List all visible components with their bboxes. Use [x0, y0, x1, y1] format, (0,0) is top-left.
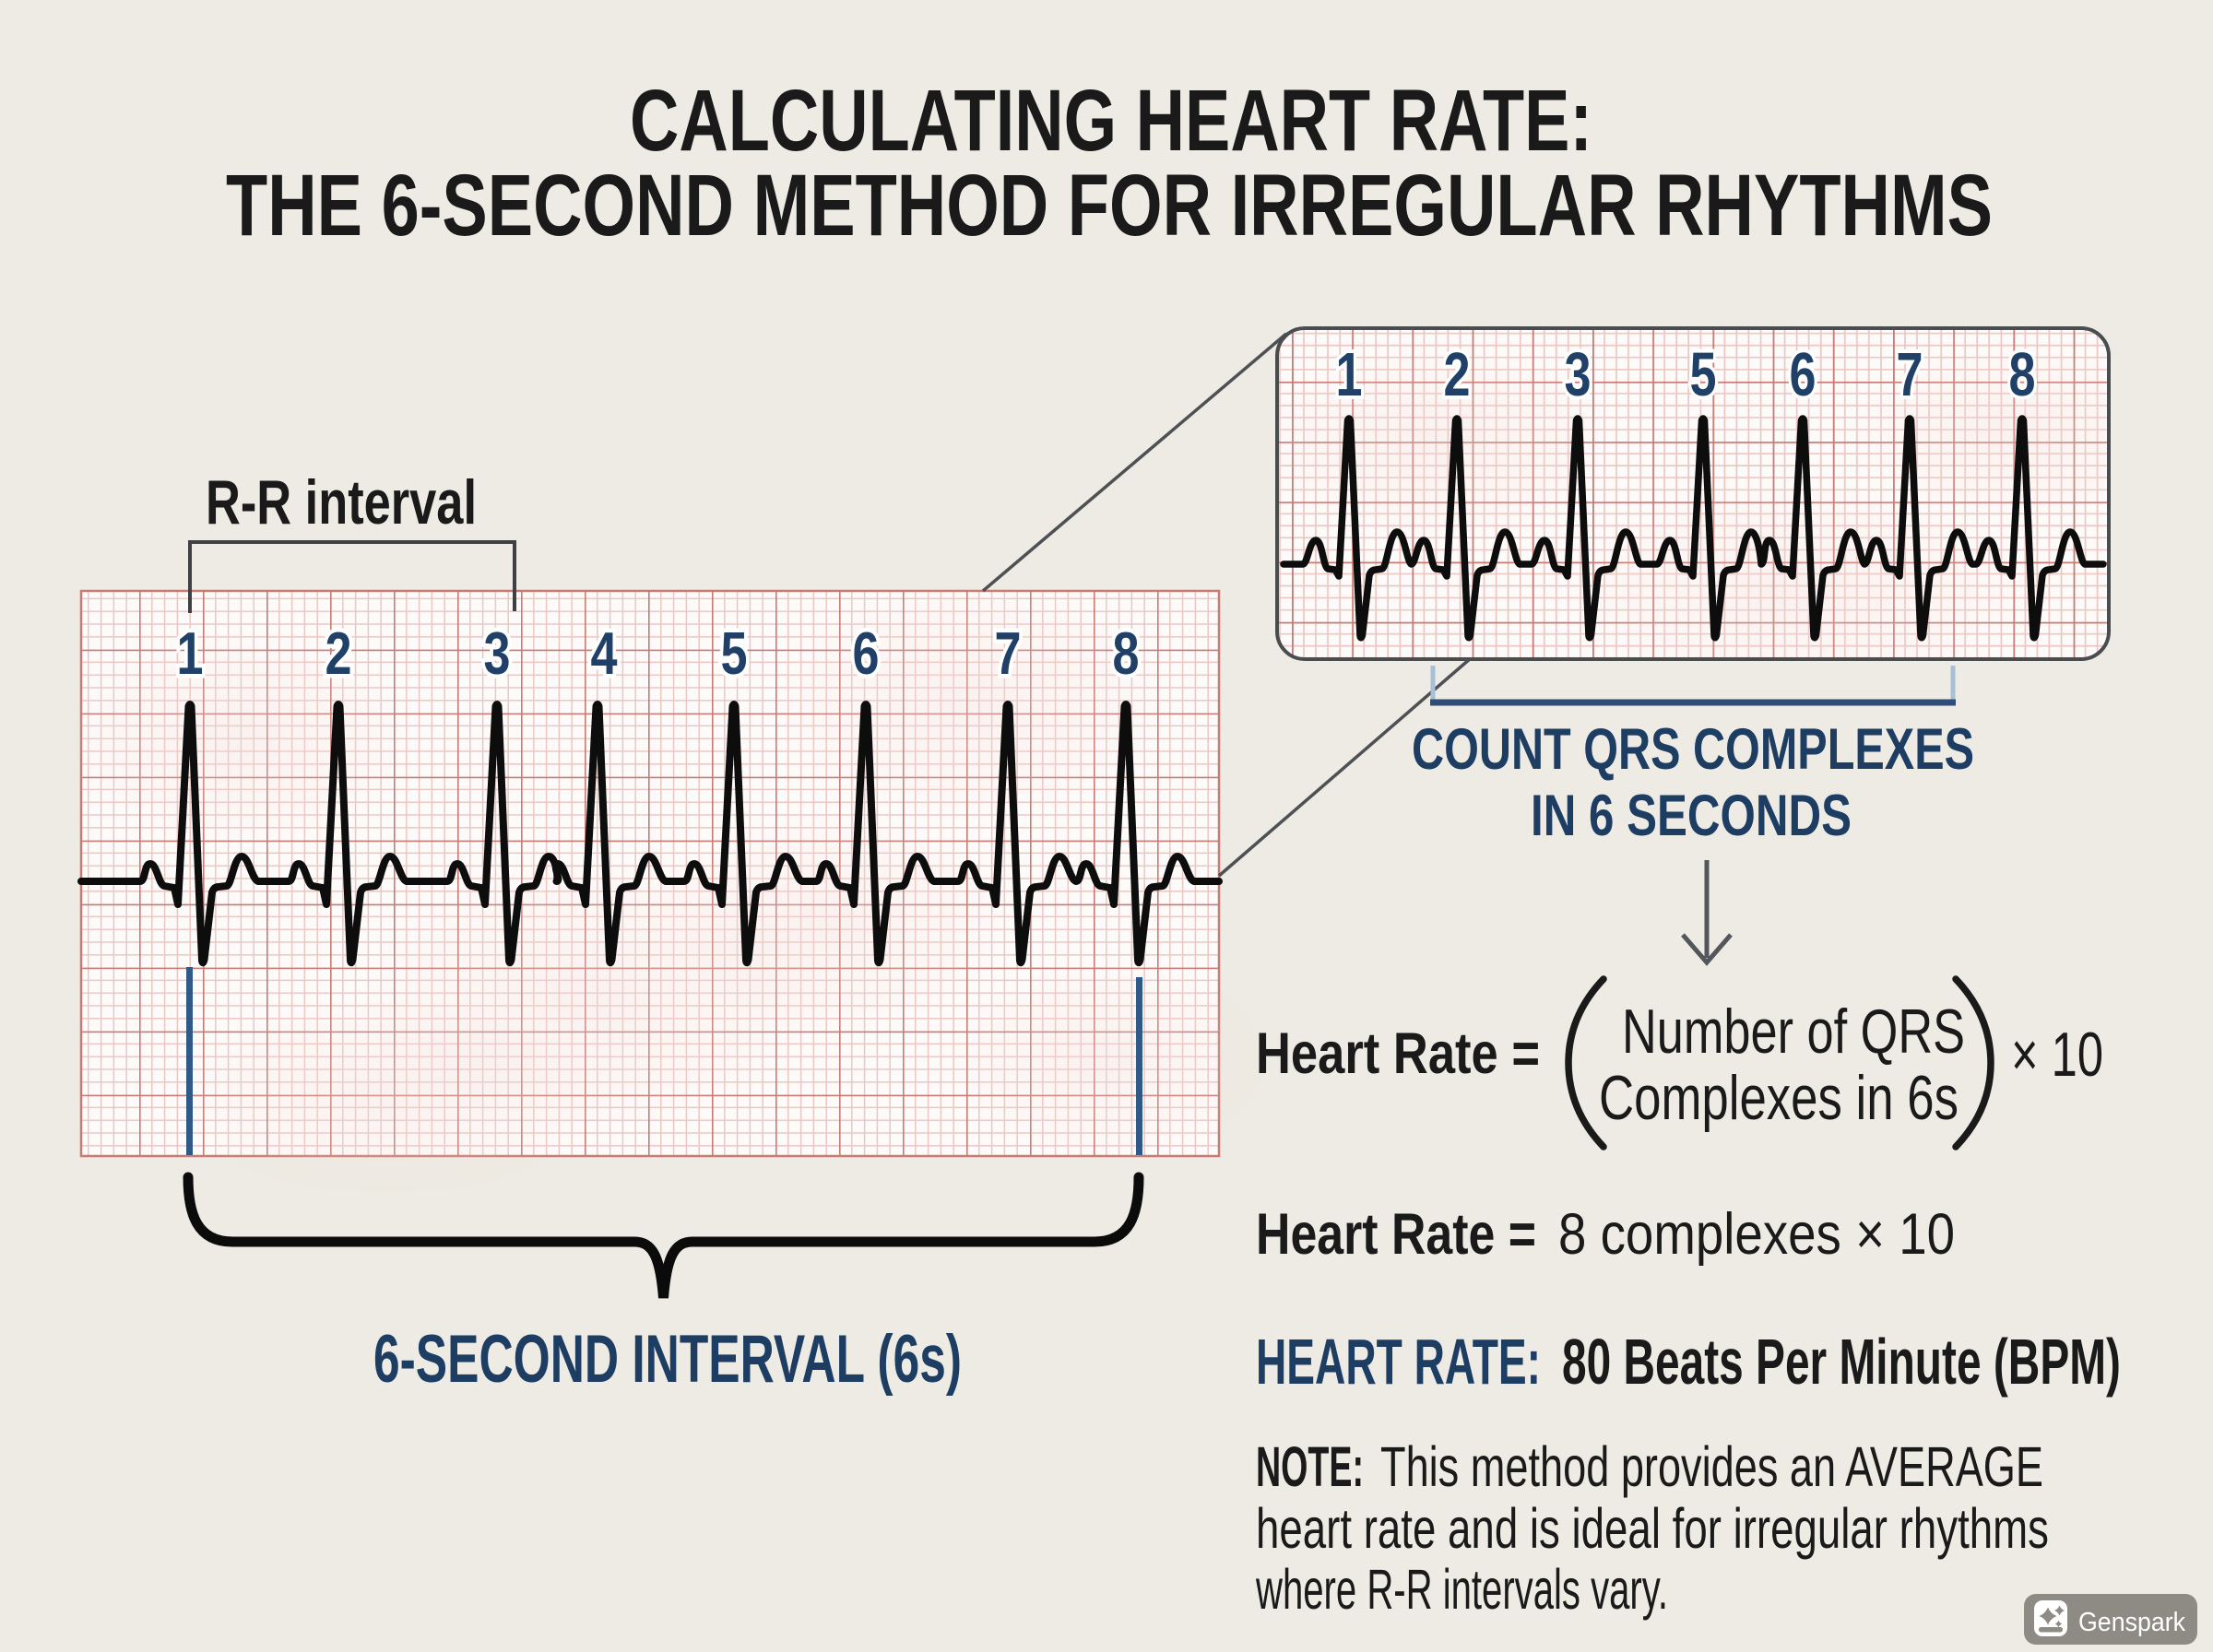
svg-text:Heart Rate =: Heart Rate = — [1256, 1021, 1540, 1086]
svg-text:7: 7 — [1897, 340, 1923, 409]
svg-text:R-R interval: R-R interval — [206, 467, 477, 537]
svg-text:3: 3 — [484, 620, 511, 687]
svg-text:Complexes in 6s: Complexes in 6s — [1599, 1063, 1959, 1133]
svg-text:7: 7 — [995, 620, 1022, 687]
svg-text:8: 8 — [1113, 620, 1140, 687]
svg-text:6: 6 — [853, 620, 880, 687]
svg-text:8 complexes × 10: 8 complexes × 10 — [1558, 1202, 1955, 1267]
svg-text:5: 5 — [1690, 340, 1717, 409]
svg-text:HEART RATE:: HEART RATE: — [1256, 1326, 1541, 1398]
svg-text:This method provides an AVERAG: This method provides an AVERAGE — [1380, 1435, 2043, 1498]
svg-text:2: 2 — [1444, 340, 1471, 409]
svg-text:3: 3 — [1565, 340, 1592, 409]
svg-text:Genspark: Genspark — [2078, 1608, 2185, 1637]
svg-text:Heart Rate =: Heart Rate = — [1256, 1202, 1536, 1267]
svg-text:2: 2 — [325, 620, 352, 687]
svg-text:heart rate and is ideal for ir: heart rate and is ideal for irregular rh… — [1256, 1497, 2049, 1560]
svg-text:IN 6 SECONDS: IN 6 SECONDS — [1531, 784, 1852, 848]
svg-text:8: 8 — [2009, 340, 2036, 409]
svg-text:Number of QRS: Number of QRS — [1622, 997, 1965, 1067]
svg-text:1: 1 — [177, 620, 204, 687]
svg-text:THE 6-SECOND METHOD FOR IRREGU: THE 6-SECOND METHOD FOR IRREGULAR RHYTHM… — [226, 157, 1993, 254]
svg-text:5: 5 — [721, 620, 748, 687]
svg-text:4: 4 — [591, 620, 618, 687]
svg-text:80 Beats Per Minute (BPM): 80 Beats Per Minute (BPM) — [1562, 1326, 2121, 1398]
svg-text:1: 1 — [1336, 340, 1363, 409]
svg-text:NOTE:: NOTE: — [1256, 1435, 1364, 1498]
svg-text:CALCULATING HEART RATE:: CALCULATING HEART RATE: — [630, 72, 1592, 170]
svg-text:COUNT QRS COMPLEXES: COUNT QRS COMPLEXES — [1412, 717, 1974, 782]
svg-text:× 10: × 10 — [2011, 1020, 2103, 1090]
svg-text:6: 6 — [1790, 340, 1817, 409]
svg-text:where R-R intervals vary.: where R-R intervals vary. — [1255, 1558, 1668, 1621]
svg-text:6-SECOND INTERVAL (6s): 6-SECOND INTERVAL (6s) — [373, 1322, 962, 1397]
